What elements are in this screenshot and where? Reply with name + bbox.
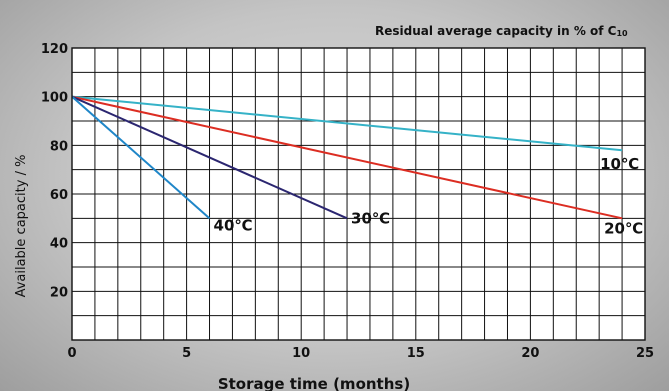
series-line [71, 95, 623, 152]
series-label: 40℃ [214, 216, 253, 234]
series-label: 20℃ [604, 219, 643, 237]
x-tick-label: 25 [636, 346, 654, 361]
series-label: 10℃ [600, 155, 639, 173]
x-tick-label: 10 [292, 346, 310, 361]
tick-labels: 0 5 10 15 20 25 20 40 60 80 100 120 [41, 42, 654, 361]
x-tick-label: 15 [407, 346, 425, 361]
series-lines [71, 95, 623, 220]
grid [72, 48, 645, 340]
chart-title: Residual average capacity in % of C10 [375, 24, 628, 38]
plot-frame [71, 47, 646, 341]
series-line [71, 95, 348, 220]
y-axis-label: Available capacity / % [14, 155, 29, 298]
x-tick-label: 5 [182, 346, 191, 361]
y-tick-label: 80 [50, 139, 68, 154]
series-line [71, 95, 623, 220]
x-tick-label: 20 [521, 346, 539, 361]
x-axis-label: Storage time (months) [218, 375, 410, 391]
y-tick-label: 60 [50, 188, 68, 203]
series-label: 30℃ [351, 209, 390, 227]
series-labels: 10℃ 20℃ 30℃ 40℃ [214, 155, 644, 237]
y-tick-label: 100 [41, 91, 68, 106]
series-line [71, 95, 211, 220]
x-tick-label: 0 [67, 346, 76, 361]
y-tick-label: 20 [50, 285, 68, 300]
y-tick-label: 40 [50, 237, 68, 252]
y-tick-label: 120 [41, 42, 68, 57]
